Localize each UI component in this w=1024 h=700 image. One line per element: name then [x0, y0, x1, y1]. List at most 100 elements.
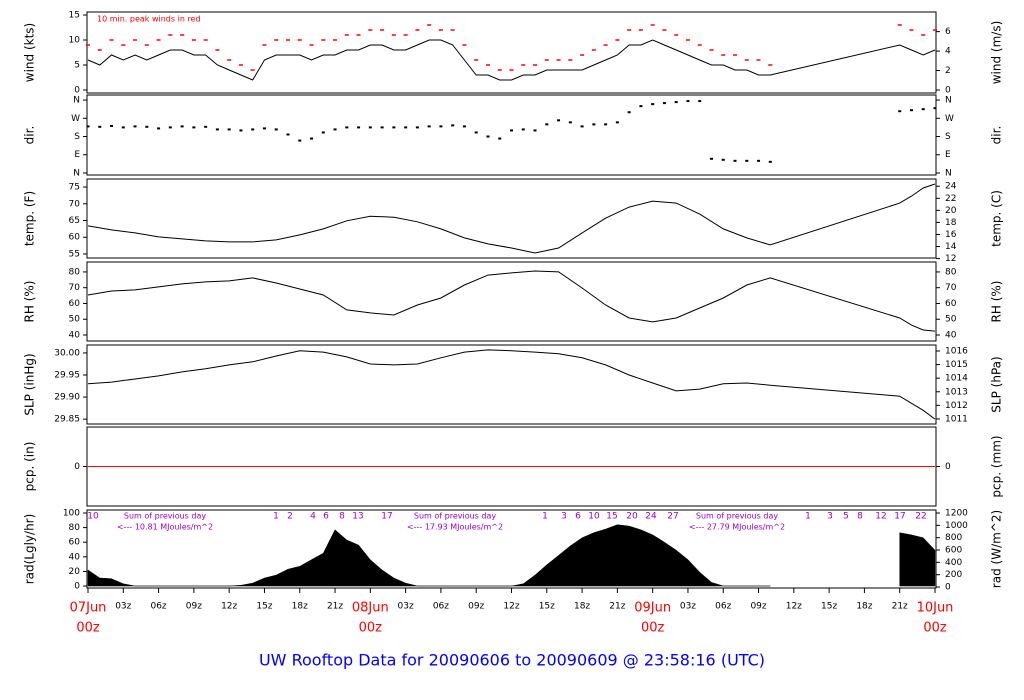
page-title: UW Rooftop Data for 20090606 to 20090609… — [259, 651, 765, 670]
x-tick-label: 06z — [433, 602, 449, 612]
dir-point — [415, 126, 419, 129]
hour-label: 8 — [339, 512, 345, 522]
y-tick-label: 65 — [69, 216, 80, 226]
y-tick-label: 30.00 — [54, 348, 80, 358]
dir-point — [357, 126, 361, 129]
y2-tick-label: 2 — [945, 66, 951, 76]
hour-label: 10 — [87, 512, 99, 522]
y-tick-label: 50 — [69, 315, 81, 325]
panel-frame — [86, 178, 937, 259]
sum-title: Sum of previous day — [124, 512, 206, 521]
y2-axis-title: temp. (C) — [990, 190, 1004, 247]
hour-label: 8 — [857, 512, 863, 522]
y-tick-label: W — [71, 114, 80, 124]
dir-point — [898, 110, 902, 113]
y-axis-title: RH (%) — [23, 281, 37, 323]
y2-tick-label: W — [945, 114, 954, 124]
dir-point — [568, 121, 572, 124]
dir-point — [909, 109, 913, 112]
y-tick-label: S — [74, 132, 80, 142]
y-tick-label: N — [73, 96, 80, 106]
y2-tick-label: 60 — [945, 299, 957, 309]
dir-point — [709, 157, 713, 160]
annotation: 10 min. peak winds in red — [97, 15, 201, 24]
dir-point — [604, 123, 608, 126]
x-day-time-label: 00z — [76, 621, 100, 636]
y2-tick-label: 0 — [945, 462, 951, 472]
dir-point — [745, 159, 749, 162]
x-tick-label: 09z — [468, 602, 484, 612]
hour-label: 1 — [273, 512, 279, 522]
y2-tick-label: 1012 — [945, 401, 968, 411]
x-tick-label: 21z — [327, 602, 343, 612]
dir-point — [251, 128, 255, 131]
x-tick-label: 15z — [539, 602, 555, 612]
hour-label: 2 — [287, 512, 293, 522]
dir-point — [557, 119, 561, 122]
hour-label: 1 — [805, 512, 811, 522]
dir-point — [498, 137, 502, 140]
y2-tick-label: 1200 — [945, 509, 968, 519]
sum-text: <--- 27.79 MJoules/m^2 — [689, 523, 785, 532]
x-day-time-label: 00z — [923, 621, 947, 636]
y2-tick-label: 20 — [945, 206, 957, 216]
y2-tick-label: N — [945, 96, 952, 106]
y2-tick-label: 1014 — [945, 374, 968, 384]
dir-point — [180, 125, 184, 128]
dir-point — [521, 128, 525, 131]
hour-label: 17 — [381, 512, 392, 522]
dir-point — [368, 126, 372, 129]
y2-tick-label: 40 — [945, 331, 957, 341]
y-tick-label: 60 — [69, 538, 81, 548]
dir-point — [121, 126, 125, 129]
x-day-label: 07Jun — [70, 601, 107, 616]
dir-point — [392, 126, 396, 129]
x-day-time-label: 00z — [359, 621, 383, 636]
y-tick-label: 15 — [69, 11, 80, 21]
y2-tick-label: 12 — [945, 254, 956, 264]
dir-point — [674, 101, 678, 104]
y2-tick-label: 6 — [945, 27, 951, 37]
dir-point — [98, 125, 102, 128]
y2-tick-label: 16 — [945, 230, 957, 240]
dir-point — [192, 126, 196, 129]
y-tick-label: 70 — [69, 283, 81, 293]
sum-text: <--- 17.93 MJoules/m^2 — [407, 523, 503, 532]
y2-tick-label: 14 — [945, 242, 957, 252]
dir-point — [345, 126, 349, 129]
y2-tick-label: 400 — [945, 558, 962, 568]
x-tick-label: 06z — [715, 602, 731, 612]
x-day-label: 10Jun — [917, 601, 954, 616]
dir-point — [580, 125, 584, 128]
x-tick-label: 21z — [892, 602, 908, 612]
dir-point — [474, 131, 478, 134]
dir-point — [662, 102, 666, 105]
dir-point — [462, 125, 466, 128]
dir-point — [510, 129, 513, 132]
x-tick-label: 03z — [680, 602, 696, 612]
y-tick-label: 5 — [74, 61, 80, 71]
hour-label: 20 — [626, 512, 638, 522]
y2-tick-label: 1013 — [945, 387, 968, 397]
dir-point — [486, 135, 490, 138]
dir-point — [545, 123, 549, 126]
hour-label: 4 — [310, 512, 316, 522]
y2-tick-label: S — [945, 132, 951, 142]
dir-point — [698, 100, 702, 103]
dir-point — [427, 125, 431, 128]
hour-label: 12 — [875, 512, 886, 522]
y2-axis-title: dir. — [990, 126, 1004, 145]
dir-point — [721, 158, 725, 161]
y-axis-title: wind (kts) — [23, 23, 37, 82]
dir-point — [686, 100, 690, 103]
hour-label: 24 — [645, 512, 657, 522]
dir-point — [733, 159, 737, 162]
hour-label: 17 — [894, 512, 905, 522]
y-axis-title: rad(Lgly/hr) — [23, 514, 37, 585]
y2-axis-title: pcp. (mm) — [990, 435, 1004, 497]
dir-point — [227, 128, 231, 131]
dir-point — [310, 137, 314, 140]
dir-point — [110, 124, 114, 127]
